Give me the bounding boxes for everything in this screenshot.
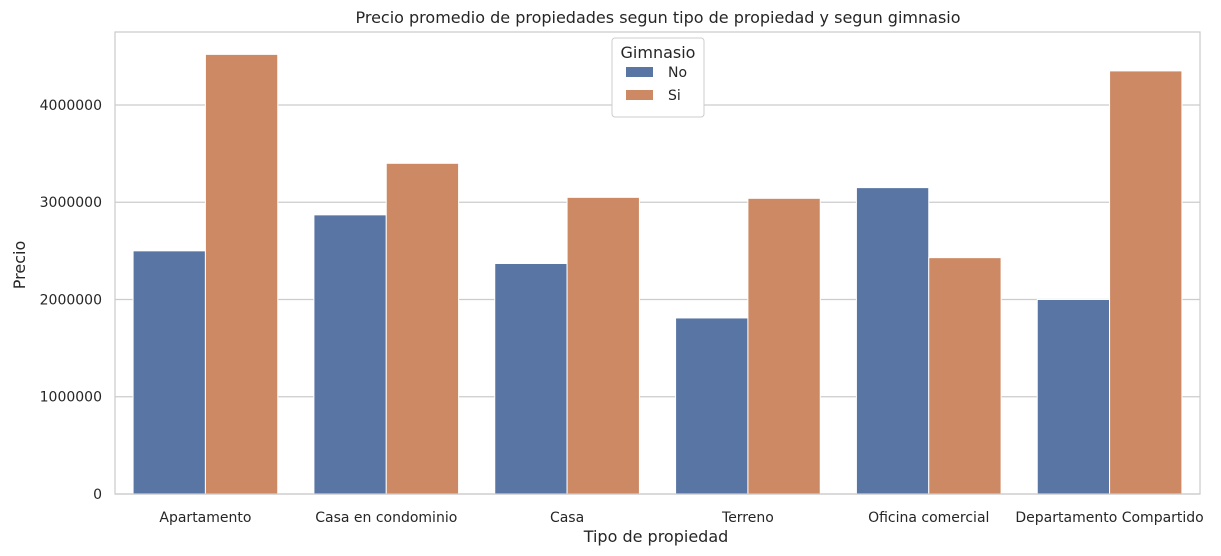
bar-si-4 [928, 257, 1002, 495]
legend-title: Gimnasio [621, 43, 696, 62]
y-axis-ticks: 0 1000000 2000000 3000000 4000000 [40, 98, 102, 503]
x-axis-label: Tipo de propiedad [583, 527, 729, 546]
y-tick-label: 3000000 [40, 195, 102, 211]
legend-swatch-si [626, 90, 653, 100]
y-tick-label: 2000000 [40, 292, 102, 308]
y-tick-label: 1000000 [40, 390, 102, 406]
bar-no-1 [313, 214, 387, 495]
y-axis-label: Precio [10, 241, 29, 289]
bar-si-2 [566, 196, 640, 495]
bar-si-5 [1109, 70, 1183, 495]
chart-title: Precio promedio de propiedades segun tip… [355, 8, 960, 27]
legend-label-si: Si [668, 88, 681, 104]
legend-swatch-no [626, 67, 653, 77]
x-tick-label: Oficina comercial [868, 510, 989, 526]
x-axis-ticks: Apartamento Casa en condominio Casa Terreno… [159, 510, 1203, 526]
x-tick-label: Casa en condominio [315, 510, 457, 526]
legend-label-no: No [668, 65, 687, 81]
bar-si-0 [204, 53, 279, 495]
bar-no-0 [132, 250, 206, 495]
bar-no-2 [494, 262, 568, 495]
x-tick-label: Departamento Compartido [1015, 510, 1203, 526]
legend-items: No Si [626, 65, 687, 104]
bar-no-4 [855, 187, 930, 495]
plot-frame [114, 31, 1201, 495]
x-tick-label: Casa [550, 510, 584, 526]
x-tick-label: Terreno [721, 510, 774, 526]
bars [132, 53, 1183, 495]
x-tick-label: Apartamento [159, 510, 251, 526]
legend: Gimnasio No Si [611, 37, 705, 118]
bar-no-3 [675, 317, 749, 495]
bar-si-1 [385, 162, 460, 495]
y-tick-label: 4000000 [40, 98, 102, 114]
y-tick-label: 0 [93, 487, 102, 503]
bar-si-3 [747, 197, 821, 495]
bar-no-5 [1036, 298, 1111, 495]
